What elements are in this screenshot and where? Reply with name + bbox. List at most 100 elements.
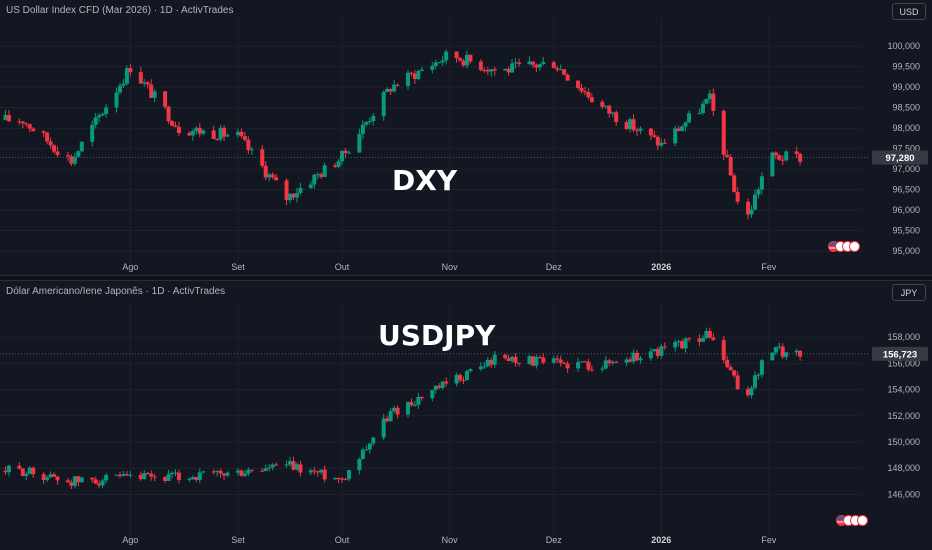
usdjpy-flag-icon[interactable] — [836, 515, 868, 526]
candle-body — [648, 128, 653, 136]
candle-body — [173, 472, 178, 474]
candle-body — [697, 338, 702, 342]
candle-body — [294, 464, 299, 470]
candle-body — [367, 121, 372, 123]
candle-body — [537, 64, 542, 68]
candle-body — [41, 474, 46, 480]
candle-body — [732, 175, 737, 193]
candle-body — [444, 51, 449, 61]
candle-body — [100, 480, 105, 486]
candle-body — [468, 54, 473, 62]
candle-body — [437, 385, 442, 388]
candle-body — [458, 58, 463, 61]
candle-body — [614, 361, 619, 363]
candle-body — [628, 119, 633, 129]
candle-body — [746, 201, 751, 215]
candle-body — [586, 361, 591, 370]
candle-body — [90, 477, 95, 480]
x-tick-label: Fev — [761, 535, 777, 545]
candle-body — [246, 139, 251, 151]
candle-body — [700, 103, 705, 114]
usdjpy-label: USDJPY — [378, 319, 496, 352]
candle-body — [662, 142, 667, 144]
y-tick-label: 150,000 — [887, 437, 920, 447]
candle-body — [381, 92, 386, 117]
candle-body — [700, 337, 705, 342]
candle-body — [381, 418, 386, 438]
dxy-panel[interactable]: Ago Set Out Nov Dez 2026 Fev 100,000 99,500 99,00… — [0, 0, 932, 275]
candle-body — [652, 135, 657, 137]
x-tick-label: Nov — [442, 262, 459, 272]
candle-body — [197, 127, 202, 134]
candle-body — [433, 62, 438, 67]
candle-body — [676, 128, 681, 132]
candle-body — [392, 407, 397, 412]
candle-body — [218, 127, 223, 140]
candle-body — [759, 176, 764, 190]
candle-body — [274, 177, 279, 181]
candle-body — [24, 123, 29, 125]
candle-body — [707, 93, 712, 99]
y-tick-label: 95,500 — [892, 226, 920, 236]
candle-body — [45, 132, 50, 142]
candle-body — [489, 69, 494, 72]
candle-body — [732, 370, 737, 376]
candle-body — [586, 91, 591, 98]
candle-body — [142, 82, 147, 84]
candle-body — [31, 467, 36, 475]
candle-body — [93, 117, 98, 125]
candle-body — [676, 341, 681, 343]
dxy-chart[interactable]: Ago Set Out Nov Dez 2026 Fev 100,000 99,500 99,00… — [0, 0, 932, 275]
candle-body — [117, 85, 122, 93]
usdjpy-chart[interactable]: Ago Set Out Nov Dez 2026 Fev 158,000 156,000 154,… — [0, 281, 932, 550]
candle-body — [333, 477, 338, 480]
y-tick-label: 98,500 — [892, 103, 920, 113]
candle-body — [72, 476, 77, 486]
candle-body — [315, 471, 320, 473]
y-tick-label: 152,000 — [887, 411, 920, 421]
candle-body — [492, 354, 497, 365]
candle-body — [343, 150, 348, 154]
panel-divider[interactable] — [0, 275, 932, 281]
candle-body — [489, 359, 494, 365]
candle-body — [76, 476, 81, 483]
candle-body — [242, 136, 247, 140]
candle-body — [291, 461, 296, 470]
candle-body — [576, 362, 581, 369]
candle-body — [711, 337, 716, 340]
candle-body — [222, 473, 227, 476]
dxy-currency-button[interactable]: USD — [892, 3, 926, 20]
last-price-tag — [872, 346, 928, 361]
dxy-label: DXY — [392, 164, 458, 197]
usdjpy-panel[interactable]: Ago Set Out Nov Dez 2026 Fev 158,000 156,000 154,… — [0, 281, 932, 550]
candle-body — [176, 472, 181, 480]
candle-body — [492, 69, 497, 71]
candle-body — [603, 360, 608, 369]
usdjpy-currency-button[interactable]: JPY — [892, 284, 926, 301]
x-tick-label: Dez — [546, 262, 563, 272]
x-tick-label: Dez — [546, 535, 563, 545]
dxy-flag-icon[interactable] — [828, 241, 860, 252]
candle-body — [780, 346, 785, 357]
candle-body — [298, 187, 303, 194]
candle-body — [79, 477, 84, 483]
candle-body — [371, 437, 376, 444]
x-tick-label: Out — [335, 262, 350, 272]
candle-body — [17, 121, 22, 123]
candle-body — [322, 165, 327, 177]
candle-body — [170, 472, 175, 475]
candle-body — [624, 359, 629, 363]
candle-body — [607, 105, 612, 114]
candle-body — [145, 82, 150, 85]
candle-body — [485, 70, 490, 72]
candle-body — [777, 346, 782, 348]
candle-body — [187, 479, 192, 481]
x-tick-label: Set — [231, 262, 245, 272]
candle-body — [530, 61, 535, 65]
candle-body — [128, 474, 133, 476]
candle-body — [340, 478, 345, 480]
candle-body — [687, 338, 692, 340]
candle-body — [454, 374, 459, 384]
candle-body — [69, 156, 74, 164]
candle-body — [392, 84, 397, 92]
